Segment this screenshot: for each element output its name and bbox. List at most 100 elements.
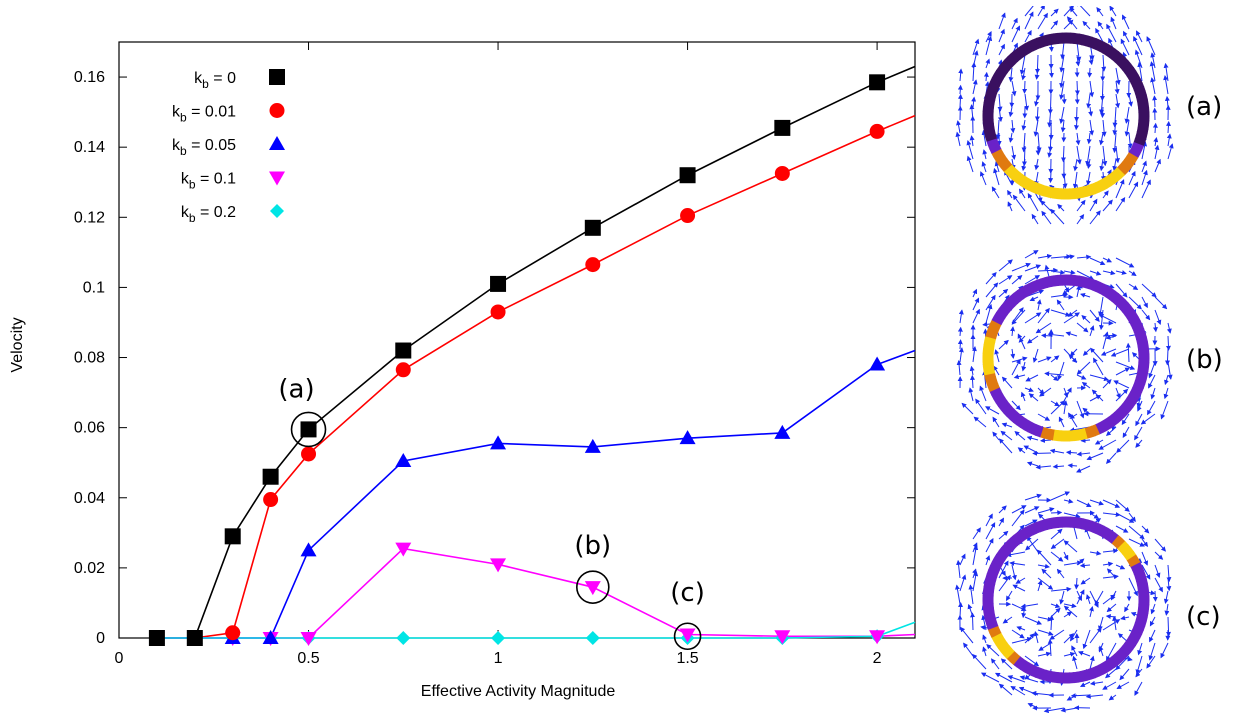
flow-arrow	[1050, 538, 1065, 550]
x-tick-label: 1	[494, 650, 503, 667]
flow-arrow	[1141, 551, 1149, 566]
flow-arrow	[1112, 615, 1118, 631]
flow-arrow	[1049, 629, 1065, 640]
flow-arrow	[1166, 133, 1172, 147]
flow-arrow	[975, 398, 987, 415]
flow-arrow	[1101, 119, 1107, 137]
flow-arrow	[1134, 681, 1143, 696]
data-point-series-3	[774, 630, 791, 645]
flow-arrow	[1072, 171, 1078, 189]
flow-arrow	[1089, 325, 1095, 337]
data-point-series-0	[490, 275, 507, 292]
data-point-series-2	[300, 542, 317, 557]
flow-arrow	[1019, 54, 1026, 75]
flow-arrow	[1105, 452, 1117, 464]
y-tick-label: 0.02	[74, 560, 105, 577]
flow-arrow	[1089, 309, 1100, 322]
flow-arrow	[1070, 693, 1091, 699]
flow-arrow	[1102, 257, 1113, 263]
flow-arrow	[973, 416, 987, 428]
flow-arrow	[957, 326, 963, 337]
flow-arrow	[1128, 512, 1136, 523]
flow-arrow	[1121, 413, 1130, 426]
flow-arrow	[992, 431, 1000, 441]
flow-arrow	[957, 84, 963, 95]
flow-arrow	[1005, 590, 1013, 602]
flow-arrow	[1011, 603, 1027, 611]
flow-arrow	[966, 155, 974, 173]
flow-arrow	[1011, 509, 1025, 527]
flow-arrow	[1141, 564, 1151, 580]
flow-arrow	[1081, 314, 1091, 324]
flow-arrow	[1060, 145, 1066, 163]
flow-arrow	[1024, 93, 1030, 111]
flow-arrow	[1026, 335, 1039, 344]
flow-arrow	[1120, 38, 1130, 56]
flow-arrow	[972, 79, 978, 95]
flow-arrow	[1076, 590, 1082, 602]
flow-arrow	[1037, 563, 1050, 569]
flow-arrow	[1098, 616, 1104, 631]
flow-arrow	[1067, 463, 1078, 469]
flow-arrow	[970, 612, 976, 631]
flow-arrow	[1011, 25, 1021, 43]
flow-arrow	[1039, 437, 1052, 443]
annotation-label: (c)	[670, 578, 705, 608]
flow-arrow	[980, 672, 1000, 683]
data-point-series-2	[395, 452, 412, 467]
flow-arrow	[1146, 36, 1156, 56]
flow-arrow	[1098, 314, 1117, 324]
flow-arrow	[1074, 577, 1080, 590]
flow-arrow	[1098, 296, 1104, 317]
flow-arrow	[1062, 400, 1068, 415]
flow-arrow	[1128, 181, 1139, 199]
flow-arrow	[1014, 430, 1026, 441]
flow-arrow	[979, 385, 987, 402]
flow-arrow	[961, 402, 974, 415]
flow-arrow	[1007, 201, 1013, 212]
flow-arrow	[1027, 193, 1039, 212]
flow-arrow	[971, 346, 977, 363]
flow-arrow	[1085, 594, 1091, 605]
flow-arrow	[1089, 374, 1109, 382]
y-tick-label: 0.14	[74, 139, 105, 156]
flow-arrow	[1065, 450, 1078, 456]
flow-arrow	[1154, 577, 1163, 593]
y-tick-label: 0.16	[74, 69, 105, 86]
flow-arrow	[982, 149, 988, 160]
flow-arrow	[1112, 158, 1118, 172]
flow-arrow	[1164, 603, 1170, 616]
flow-arrow	[1154, 144, 1160, 160]
annotation-circle	[576, 570, 610, 604]
flow-arrow	[1086, 452, 1104, 461]
data-point-series-2	[262, 630, 279, 644]
flow-arrow	[1089, 198, 1098, 212]
flow-arrow	[1121, 14, 1130, 30]
membrane-ring	[982, 274, 1150, 442]
flow-arrow	[972, 571, 979, 592]
flow-arrow	[997, 93, 1003, 112]
flow-arrow	[998, 517, 1005, 527]
flow-arrow	[995, 119, 1001, 140]
flow-arrow	[1076, 6, 1091, 17]
flow-arrow	[1073, 158, 1079, 172]
legend-marker	[270, 204, 284, 218]
flow-arrow	[1094, 439, 1104, 445]
flow-arrow	[1011, 400, 1021, 411]
flow-arrow	[1102, 379, 1112, 389]
flow-arrow	[1105, 613, 1117, 619]
flow-arrow	[1100, 106, 1106, 119]
flow-arrow	[1166, 616, 1172, 637]
flow-arrow	[1082, 629, 1091, 650]
flow-arrow	[1026, 435, 1039, 441]
flow-arrow	[1011, 307, 1024, 324]
flow-arrow	[969, 365, 975, 376]
flow-arrow	[992, 416, 1000, 428]
flow-arrow	[1074, 106, 1080, 123]
legend-label: kb = 0.2	[181, 204, 236, 225]
flow-arrow	[1115, 257, 1135, 268]
flow-arrow	[968, 387, 974, 402]
flow-arrow	[1076, 322, 1089, 333]
flow-arrow	[1063, 540, 1078, 553]
flow-arrow	[1063, 633, 1075, 644]
